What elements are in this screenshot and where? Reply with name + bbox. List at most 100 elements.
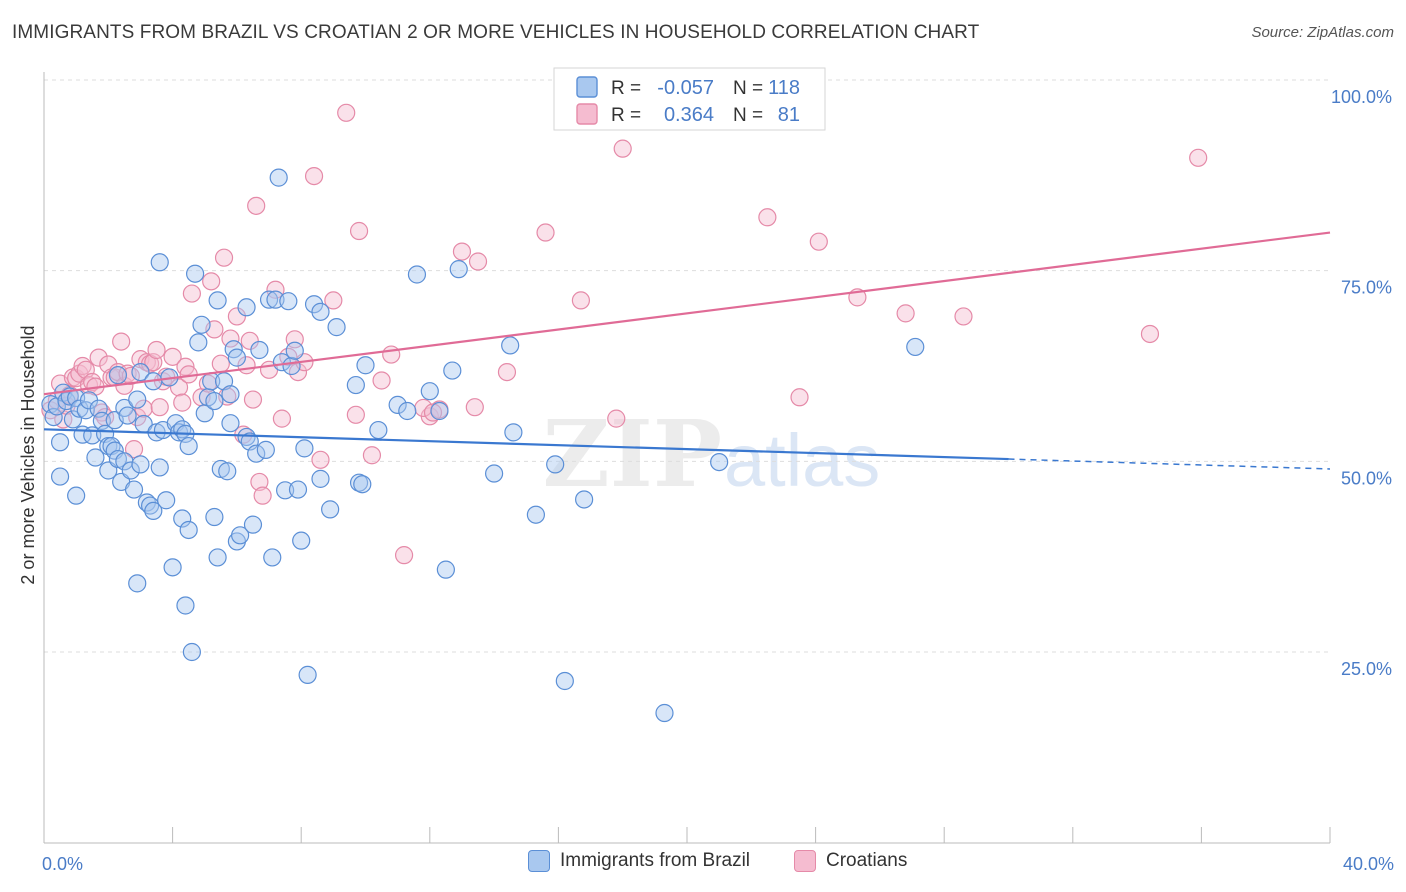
croatian-point [896,304,915,323]
croatian-point [346,405,365,424]
croatian-point [169,378,189,397]
y-tick-label: 25.0% [1341,659,1392,679]
brazil-point [346,375,365,395]
croatian-point [362,446,382,465]
croatian-point [372,371,391,390]
legend-label-brazil: Immigrants from Brazil [560,850,751,871]
brazil-point [67,486,86,505]
x-tick-label-max: 40.0% [1343,854,1394,874]
brazil-trend-extension [1008,458,1331,470]
brazil-point [356,356,375,375]
stats-r-value: 0.364 [664,104,714,126]
brazil-point [327,318,346,337]
croatian-point [468,252,488,271]
croatian-point [250,472,269,492]
brazil-point [398,401,417,421]
brazil-point [443,361,462,380]
brazil-point [546,455,565,474]
brazil-point [256,440,275,459]
brazil-point [430,401,449,421]
croatian-point [214,248,234,267]
croatian-point [423,403,443,422]
croatian-point [227,307,246,326]
brazil-point [140,496,160,515]
croatian-point [173,393,192,412]
brazil-trend-line [43,428,1009,461]
brazil-point [263,548,282,567]
croatian-point [809,232,828,251]
brazil-point [186,264,205,283]
stats-n-label: N = [733,78,763,99]
brazil-point [144,501,163,521]
brazil-point [420,382,439,401]
brazil-point [449,260,468,279]
stats-swatch [576,103,598,125]
stats-box [553,67,826,131]
brazil-point [710,452,729,472]
legend-item-croatians: Croatians [794,850,907,872]
croatian-point [1140,324,1160,344]
brazil-point [237,298,256,317]
brazil-point [485,464,504,483]
croatian-point [954,307,973,326]
croatian-point [266,280,285,299]
brazil-point [269,168,288,187]
brazil-point [555,671,574,691]
brazil-point [131,455,150,474]
brazil-point [906,337,925,357]
croatian-point [311,450,330,469]
brazil-point [655,703,674,723]
brazil-point [321,500,340,519]
brazil-point [44,407,63,427]
brazil-point [50,433,70,452]
croatian-point [211,354,230,373]
brazil-point [63,410,83,429]
brazil-point [86,448,105,467]
brazil-point [311,469,330,488]
croatian-point [150,398,169,417]
croatian-point [124,440,144,459]
croatian-point [163,347,182,366]
brazil-point [150,253,169,272]
brazil-point [311,302,330,321]
brazil-point [173,509,192,528]
croatian-point [758,208,777,227]
brazil-point [176,596,195,615]
brazil-point [231,526,250,545]
x-tick-label-min: 0.0% [42,854,83,874]
stats-swatch [576,76,598,98]
brazil-point [118,406,137,425]
legend-swatch-brazil [528,850,550,872]
brazil-point [250,340,269,360]
croatian-point [134,399,153,418]
croatian-point [324,291,343,310]
chart-source: Source: ZipAtlas.com [1251,24,1394,41]
brazil-point [298,665,317,684]
brazil-point [108,366,128,385]
brazil-point [282,356,301,376]
brazil-point [131,363,150,382]
croatian-point [497,363,517,382]
stats-r-value: -0.057 [657,77,714,99]
brazil-point [501,336,520,355]
brazil-point [304,295,324,314]
croatian-point [112,332,131,351]
brazil-point [243,515,263,534]
croatian-point [790,388,809,407]
brazil-point [227,348,246,367]
croatian-point [272,409,292,428]
croatian-point [337,103,356,122]
brazil-point [247,444,266,463]
croatian-point [536,223,555,242]
brazil-point [259,290,279,309]
brazil-point [128,574,147,593]
brazil-point [407,265,427,284]
croatian-point [247,196,266,215]
brazil-point [288,480,308,499]
brazil-point [388,395,407,414]
croatian-point [382,345,401,364]
brazil-point [179,520,198,540]
croatian-point [1189,148,1208,167]
brazil-point [221,414,240,433]
